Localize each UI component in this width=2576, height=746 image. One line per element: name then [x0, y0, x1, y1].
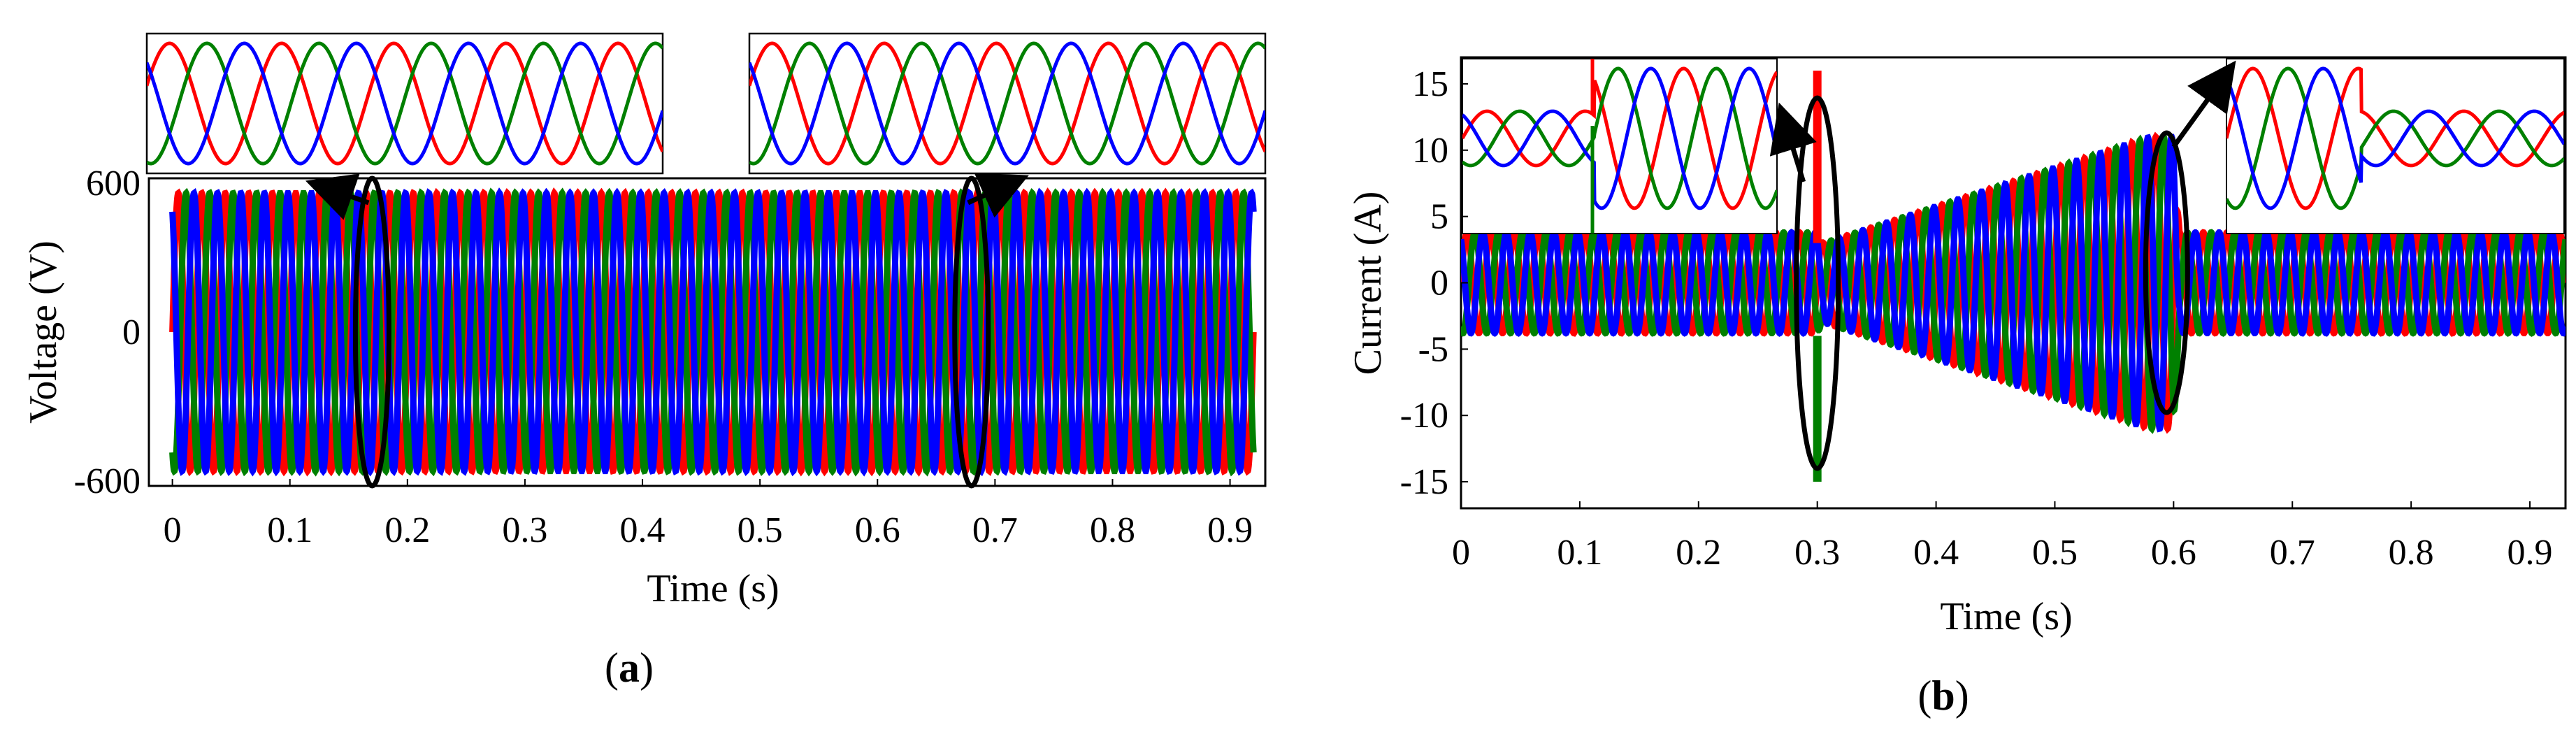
chart-a-zoom-ellipse — [352, 175, 391, 489]
chart-b-inset-line — [1462, 66, 1777, 210]
chart-a-inset-right — [749, 41, 1265, 166]
chart-b-xtick-label: 0.8 — [2389, 533, 2434, 573]
chart-a-xtick-label: 0.1 — [267, 510, 312, 550]
chart-b-ylabel: Current (A) — [1346, 192, 1390, 375]
chart-a-zoom-marks — [305, 173, 1029, 489]
chart-a-inset-line — [147, 41, 663, 166]
chart-b-inset-line — [2226, 66, 2564, 210]
chart-b-xtick-label: 0.1 — [1557, 533, 1602, 573]
chart-a-zoom-ellipse — [952, 175, 991, 489]
chart-b-xtick-label: 0.3 — [1794, 533, 1840, 573]
chart-b-xtick-label: 0.2 — [1676, 533, 1721, 573]
chart-b-ticks: 0 0.1 0.2 0.3 0.4 0.5 0.6 0.7 0.8 0.9 15 10 5 0 -5 -10 -… — [1400, 64, 2553, 573]
chart-b-zoom-marks — [1769, 60, 2236, 471]
chart-a-xtick-label: 0.8 — [1090, 510, 1135, 550]
chart-a-xtick-label: 0.6 — [855, 510, 900, 550]
chart-a-ticks: 0 0.1 0.2 0.3 0.4 0.5 0.6 0.7 0.8 0.9 600 0 -600 — [74, 164, 1253, 550]
chart-b-xtick-label: 0.7 — [2270, 533, 2315, 573]
chart-b-ytick-label: -5 — [1418, 329, 1448, 369]
chart-a-xtick-label: 0.3 — [502, 510, 547, 550]
chart-a-inset-line — [749, 41, 1265, 166]
chart-b-ytick-label: -15 — [1400, 462, 1448, 502]
chart-a-xtick-label: 0.4 — [620, 510, 665, 550]
chart-b-series-line — [1461, 131, 2566, 434]
chart-a-xtick-label: 0 — [164, 510, 182, 550]
chart-b-xtick-label: 0.5 — [2032, 533, 2078, 573]
chart-a-series-group — [169, 187, 1257, 477]
chart-b-xtick-label: 0 — [1452, 533, 1470, 573]
chart-a-series-line — [169, 187, 1257, 477]
chart-b-inset-line — [1462, 66, 1777, 210]
chart-a-inset-line — [147, 41, 663, 166]
chart-a-inset-left — [147, 41, 663, 166]
chart-a-ytick-label: 0 — [122, 313, 141, 352]
chart-a-zoom-arrow — [305, 173, 370, 220]
chart-a-ytick-label: -600 — [74, 461, 141, 501]
chart-b-panel-letter: b — [1931, 673, 1955, 719]
chart-b-zoom-ellipse — [1794, 95, 1841, 471]
chart-b-panel-label: (b) — [1917, 673, 1969, 719]
chart-b-ytick-label: -10 — [1400, 396, 1448, 436]
chart-b-ytick-label: 10 — [1412, 131, 1448, 171]
chart-b-inset-line — [2226, 66, 2564, 210]
chart-a-inset-line — [749, 41, 1265, 166]
chart-b-xtick-label: 0.6 — [2151, 533, 2196, 573]
chart-a-panel-label: (a) — [605, 645, 654, 691]
chart-b-series-line — [1461, 134, 2566, 433]
chart-b-inset-right — [2226, 66, 2564, 210]
chart-b-zoom-arrow — [2171, 60, 2236, 149]
chart-b-zoom-ellipse — [2143, 130, 2190, 415]
chart-b-inset-line — [2226, 66, 2564, 210]
chart-a-ytick-label: 600 — [86, 164, 141, 203]
chart-b-ytick-label: 5 — [1430, 197, 1448, 237]
chart-a-panel-letter: a — [619, 645, 640, 691]
chart-b-ytick-label: 15 — [1412, 64, 1448, 104]
chart-a-xlabel: Time (s) — [647, 567, 779, 610]
chart-a-xtick-label: 0.7 — [972, 510, 1018, 550]
chart-a-xtick-label: 0.9 — [1207, 510, 1253, 550]
chart-a: 0 0.1 0.2 0.3 0.4 0.5 0.6 0.7 0.8 0.9 600 0 -600 Tim… — [22, 32, 1267, 691]
chart-a-inset-line — [749, 41, 1265, 166]
chart-b-xtick-label: 0.9 — [2507, 533, 2553, 573]
chart-b-xlabel: Time (s) — [1940, 595, 2072, 638]
chart-b-inset-line — [1462, 66, 1777, 210]
chart-a-xtick-label: 0.2 — [384, 510, 430, 550]
chart-b-zoom-arrow — [1769, 102, 1817, 183]
chart-a-plot-frame — [147, 177, 1267, 487]
chart-b-inset-left — [1462, 59, 1777, 234]
chart-a-zoom-arrow — [967, 173, 1029, 218]
chart-a-ylabel: Voltage (V) — [22, 241, 65, 424]
chart-a-xtick-label: 0.5 — [737, 510, 783, 550]
chart-a-inset-line — [147, 41, 663, 166]
chart-a-series-line — [169, 187, 1257, 477]
chart-b-xtick-label: 0.4 — [1913, 533, 1959, 573]
chart-b-ytick-label: 0 — [1430, 264, 1448, 303]
chart-b: 0 0.1 0.2 0.3 0.4 0.5 0.6 0.7 0.8 0.9 15 10 5 0 -5 -10 -… — [1346, 56, 2567, 719]
